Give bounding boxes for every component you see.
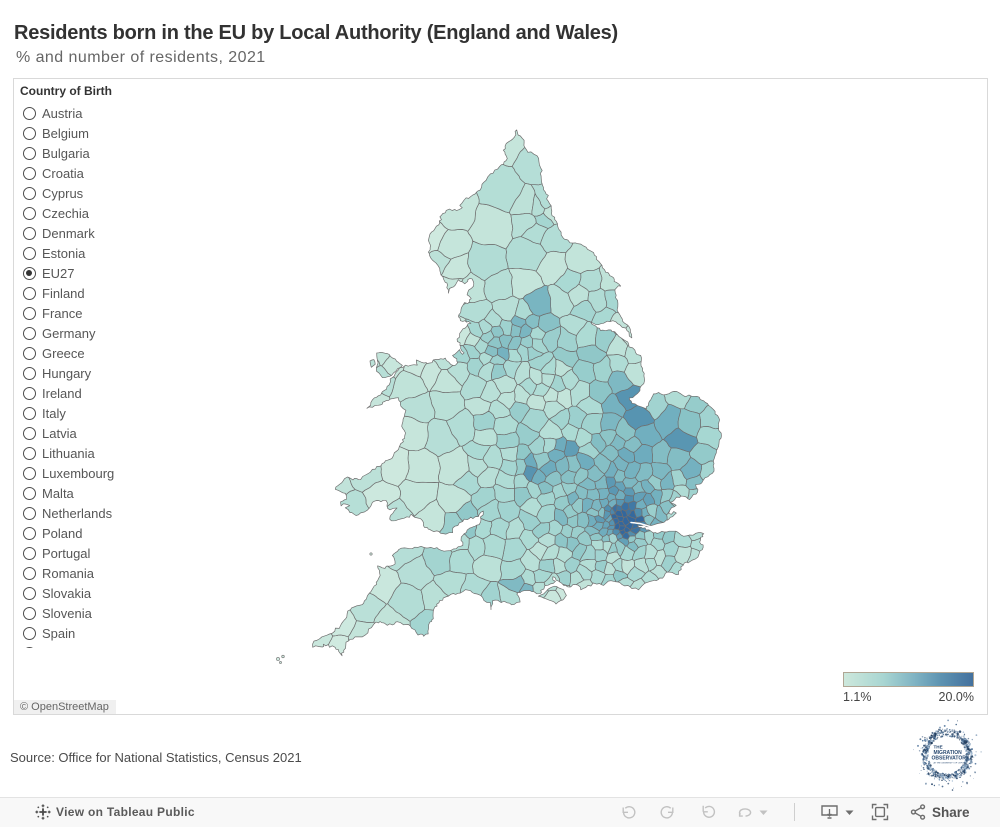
svg-text:THE: THE: [934, 745, 943, 750]
svg-text:AT THE UNIVERSITY OF OXFORD: AT THE UNIVERSITY OF OXFORD: [934, 762, 968, 765]
svg-text:OBSERVATORY: OBSERVATORY: [932, 756, 970, 762]
svg-text:MIGRATION: MIGRATION: [934, 750, 963, 756]
